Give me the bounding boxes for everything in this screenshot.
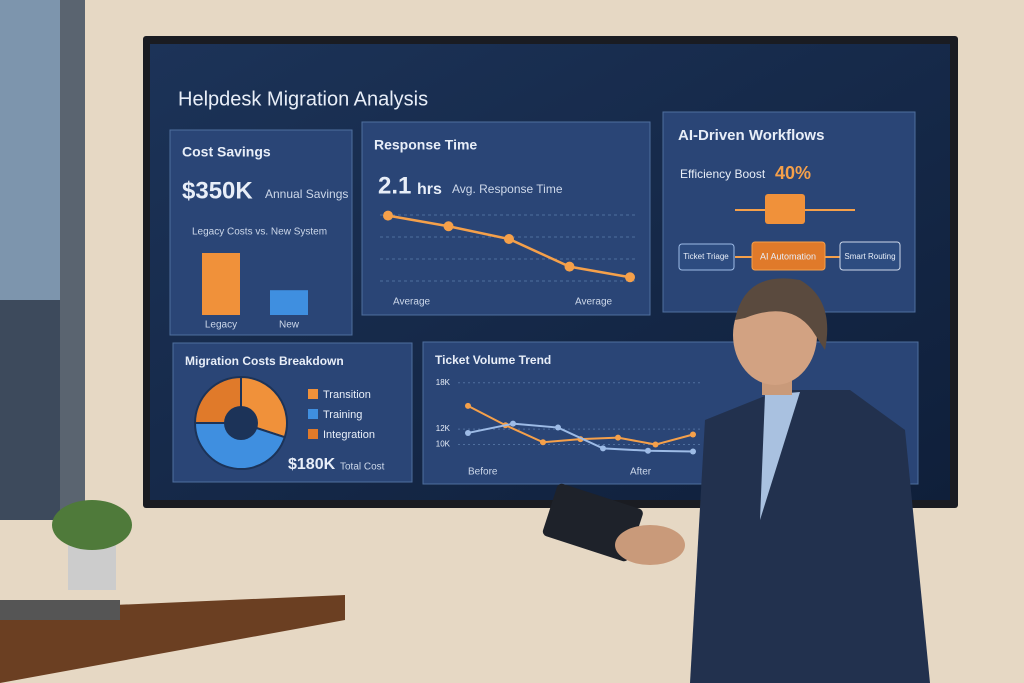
point xyxy=(564,261,575,272)
panel-title: Response Time xyxy=(374,137,477,153)
point xyxy=(465,402,471,409)
point xyxy=(443,221,454,232)
total-label: Total Cost xyxy=(340,462,385,473)
legend-label: Transition xyxy=(323,389,371,401)
x-label: After xyxy=(630,467,652,478)
point xyxy=(690,448,696,455)
y-tick-label: 18K xyxy=(436,378,451,387)
legend-label: Training xyxy=(323,409,362,421)
bar-label: Legacy xyxy=(205,320,237,331)
bar-label: New xyxy=(279,320,300,331)
point xyxy=(625,272,635,283)
x-label: Average xyxy=(575,297,613,308)
panel-title: Ticket Volume Trend xyxy=(435,353,551,367)
ai-icon xyxy=(765,194,805,224)
point xyxy=(615,434,621,441)
node-label: Ticket Triage xyxy=(683,252,729,261)
node-label: Smart Routing xyxy=(844,252,895,261)
value: 2.1 xyxy=(378,172,411,199)
point xyxy=(465,429,471,436)
panel-title: Cost Savings xyxy=(182,144,271,160)
laptop xyxy=(0,600,120,620)
city xyxy=(0,300,60,520)
point xyxy=(540,439,546,446)
point xyxy=(652,441,659,448)
point xyxy=(383,210,393,221)
plant-pot xyxy=(68,545,116,590)
legend-swatch xyxy=(308,429,318,439)
panel-title: Migration Costs Breakdown xyxy=(185,354,344,368)
point xyxy=(510,420,516,427)
node-box xyxy=(839,241,901,271)
person xyxy=(542,278,930,683)
point xyxy=(504,234,514,244)
x-label: Average xyxy=(393,297,431,308)
point xyxy=(690,431,696,438)
amount-label: Annual Savings xyxy=(265,187,348,201)
bar xyxy=(270,290,308,315)
metric-label: Efficiency Boost xyxy=(680,167,766,181)
point xyxy=(555,424,561,431)
amount: $350K xyxy=(182,177,253,204)
point xyxy=(600,445,606,452)
plant xyxy=(52,500,132,550)
legend-swatch xyxy=(308,409,318,419)
x-label: Before xyxy=(468,467,498,478)
node-box xyxy=(678,243,735,271)
donut-hole xyxy=(224,406,258,440)
subtitle: Legacy Costs vs. New System xyxy=(192,227,327,238)
line xyxy=(467,422,694,453)
total: $180K xyxy=(288,456,336,473)
node-box xyxy=(751,241,826,271)
window-frame xyxy=(60,0,85,520)
unit: hrs xyxy=(417,181,442,198)
point xyxy=(645,447,651,454)
legend-label: Integration xyxy=(323,429,375,441)
bar xyxy=(202,253,240,315)
screen-title: Helpdesk Migration Analysis xyxy=(178,88,428,110)
y-tick-label: 12K xyxy=(436,424,451,433)
legend-swatch xyxy=(308,389,318,399)
metric-value: 40% xyxy=(775,163,811,183)
slice xyxy=(193,422,287,470)
node-label: AI Automation xyxy=(760,251,816,261)
y-tick-label: 10K xyxy=(436,440,451,449)
connectors xyxy=(735,209,855,258)
panel-title: AI-Driven Workflows xyxy=(678,127,824,144)
value-label: Avg. Response Time xyxy=(452,182,563,196)
